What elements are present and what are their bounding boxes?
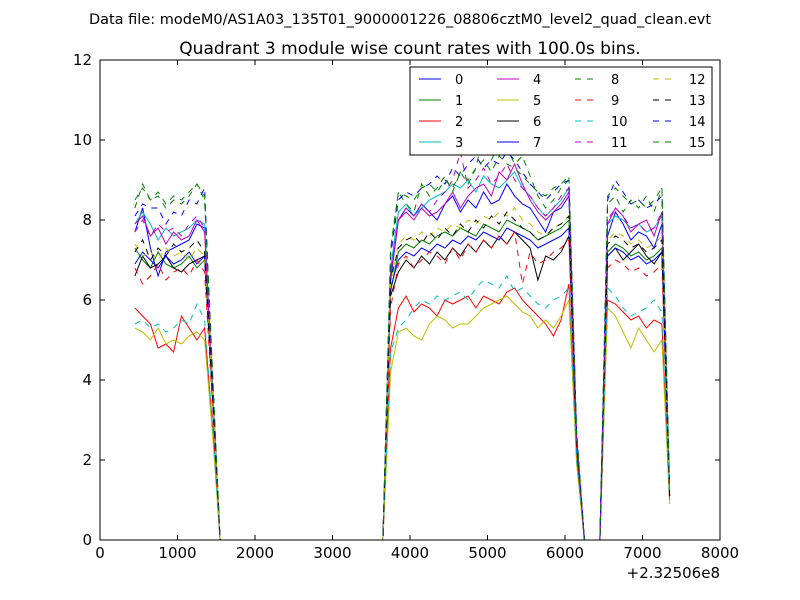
series-line-9 (134, 230, 671, 541)
legend-label-5: 5 (533, 94, 541, 109)
legend-label-15: 15 (689, 136, 706, 151)
legend-box (409, 66, 713, 156)
x-tick-label-7: 7000 (623, 544, 661, 562)
plot-lines (134, 131, 671, 541)
y-tick-label-6: 12 (73, 51, 92, 69)
x-tick-label-0: 0 (95, 544, 105, 562)
legend-label-6: 6 (533, 115, 541, 130)
legend-label-10: 10 (611, 115, 628, 130)
legend-label-14: 14 (689, 115, 706, 130)
legend-label-13: 13 (689, 94, 706, 109)
legend-label-4: 4 (533, 73, 541, 88)
series-line-5 (134, 295, 671, 541)
figure-suptitle: Data file: modeM0/AS1A03_135T01_90000012… (89, 12, 711, 28)
x-offset-label: +2.32506e8 (627, 564, 720, 582)
y-tick-label-1: 2 (82, 451, 92, 469)
series-line-2 (134, 283, 671, 541)
legend-label-9: 9 (611, 94, 619, 109)
axes-ticks: 0 1000 2000 3000 4000 5000 6000 7000 80000246810… (73, 51, 739, 562)
x-tick-label-8: 8000 (701, 544, 739, 562)
legend-label-7: 7 (533, 136, 541, 151)
y-tick-label-2: 4 (82, 371, 92, 389)
series-line-12 (134, 207, 671, 541)
legend-label-0: 0 (455, 73, 463, 88)
x-tick-label-3: 3000 (313, 544, 351, 562)
legend-label-11: 11 (611, 136, 628, 151)
legend-label-2: 2 (455, 115, 463, 130)
series-line-1 (134, 218, 671, 541)
series-line-11 (134, 151, 671, 541)
series-line-10 (134, 274, 671, 541)
y-tick-label-0: 0 (82, 531, 92, 549)
x-tick-label-1: 1000 (158, 544, 196, 562)
series-line-13 (134, 211, 671, 541)
series-line-14 (134, 151, 671, 541)
x-tick-label-5: 5000 (468, 544, 506, 562)
legend-label-12: 12 (689, 73, 706, 88)
x-tick-label-6: 6000 (546, 544, 584, 562)
y-tick-label-3: 6 (82, 291, 92, 309)
y-tick-label-4: 8 (82, 211, 92, 229)
x-tick-label-2: 2000 (236, 544, 274, 562)
x-tick-label-4: 4000 (391, 544, 429, 562)
legend-label-3: 3 (455, 136, 463, 151)
plot-area-frame (99, 59, 721, 541)
chart-title: Quadrant 3 module wise count rates with … (179, 39, 640, 59)
series-line-15 (134, 155, 671, 541)
legend-label-1: 1 (455, 94, 463, 109)
legend-label-8: 8 (611, 73, 619, 88)
y-tick-label-5: 10 (73, 131, 92, 149)
